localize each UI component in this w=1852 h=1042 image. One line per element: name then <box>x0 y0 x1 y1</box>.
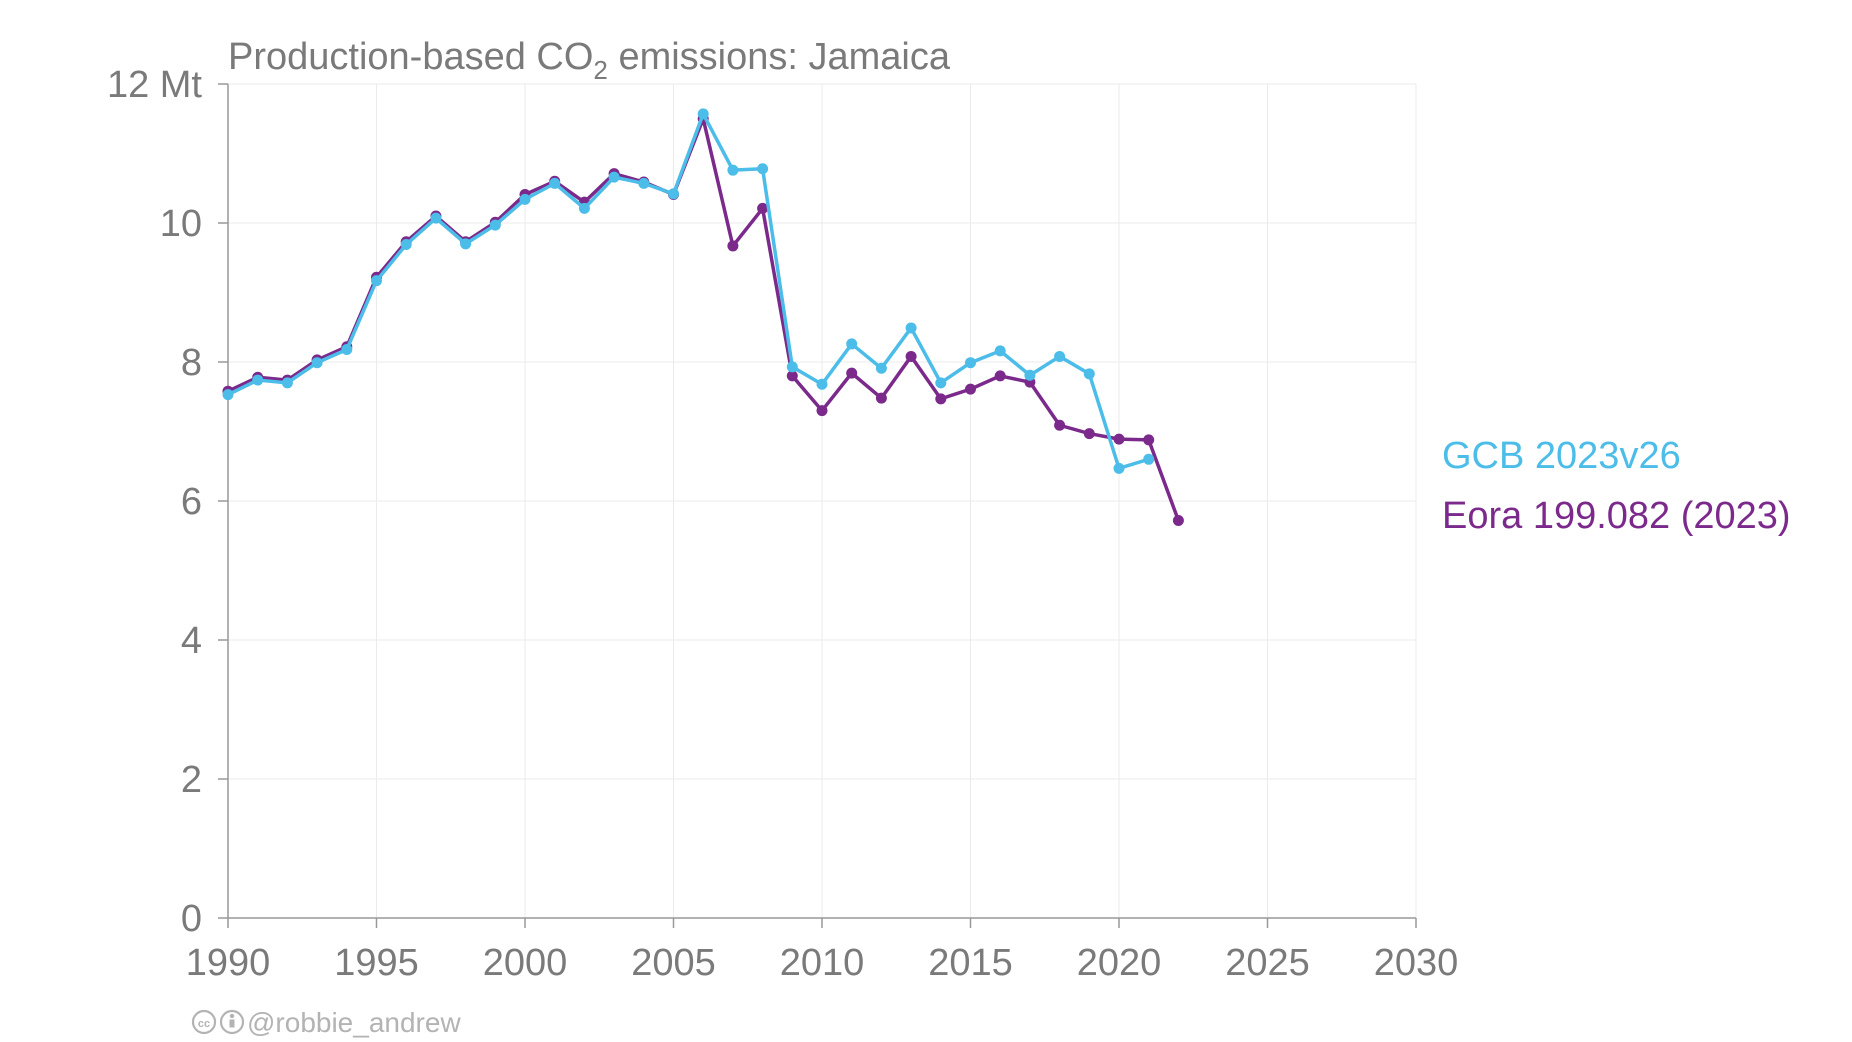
y-tick-label: 2 <box>181 759 202 801</box>
data-point <box>905 350 917 362</box>
data-point <box>786 370 798 382</box>
legend: GCB 2023v26 Eora 199.082 (2023) <box>1442 435 1791 537</box>
y-tick-label: 8 <box>181 342 202 384</box>
data-point <box>252 374 264 386</box>
y-tick-label: 12 Mt <box>107 64 202 106</box>
x-tick-label: 1995 <box>334 942 419 984</box>
data-point <box>727 164 739 176</box>
svg-text:cc: cc <box>198 1018 210 1030</box>
y-tick-label: 10 <box>160 203 202 245</box>
data-point <box>549 177 561 189</box>
x-tick-label: 2025 <box>1225 942 1310 984</box>
x-tick-label: 2020 <box>1077 942 1162 984</box>
data-point <box>1054 419 1066 431</box>
data-point <box>222 389 234 401</box>
data-point <box>816 405 828 417</box>
attribution-icon <box>219 1009 245 1035</box>
data-point <box>371 275 382 287</box>
data-point <box>1054 350 1066 362</box>
series-line <box>226 117 1181 523</box>
data-point <box>668 188 679 200</box>
data-point <box>460 238 472 250</box>
data-point <box>489 219 501 231</box>
data-point <box>697 108 709 120</box>
x-tick-label: 2015 <box>928 942 1013 984</box>
data-point <box>935 377 947 389</box>
data-point <box>757 163 769 175</box>
chart-title-text: Production-based CO2 emissions: Jamaica <box>228 36 951 85</box>
series <box>222 108 1184 526</box>
credit-handle: @robbie_andrew <box>247 1007 461 1038</box>
y-tick-label: 6 <box>181 481 202 523</box>
data-point <box>1113 433 1125 445</box>
data-point <box>1172 514 1184 526</box>
data-point <box>965 383 976 395</box>
series-1 <box>222 108 1155 474</box>
y-tick-label: 0 <box>181 898 202 940</box>
data-point <box>816 378 828 390</box>
x-tick-label: 2000 <box>483 942 568 984</box>
data-point <box>905 322 917 334</box>
data-point <box>786 361 798 373</box>
data-point <box>965 357 976 369</box>
data-point <box>1113 462 1125 474</box>
cc-icon: cc <box>191 1009 217 1035</box>
y-tick-label: 4 <box>181 620 202 662</box>
credit: cc @robbie_andrew <box>191 1007 461 1038</box>
data-point <box>1024 369 1036 381</box>
data-point <box>1143 453 1155 465</box>
data-point <box>608 171 620 183</box>
data-point <box>519 193 531 205</box>
series-line <box>226 112 1151 471</box>
x-tick-label: 1990 <box>186 942 271 984</box>
legend-entry: GCB 2023v26 <box>1442 435 1681 477</box>
data-point <box>341 343 353 355</box>
data-point <box>994 370 1006 382</box>
data-point <box>1083 368 1095 380</box>
x-tick-label: 2010 <box>780 942 865 984</box>
data-point <box>875 362 887 374</box>
x-tick-label: 2005 <box>631 942 716 984</box>
data-point <box>281 377 293 389</box>
chart-title: Production-based CO2 emissions: Jamaica <box>228 36 951 85</box>
data-point <box>311 357 323 369</box>
series-0 <box>222 113 1184 526</box>
data-point <box>994 345 1006 357</box>
data-point <box>638 177 650 189</box>
data-point <box>935 393 947 405</box>
data-point <box>1083 428 1095 440</box>
x-tick-label: 2030 <box>1374 942 1459 984</box>
data-point <box>400 239 412 251</box>
data-point <box>875 392 887 404</box>
data-point <box>578 202 590 214</box>
data-point <box>846 367 858 379</box>
data-point <box>1143 434 1155 446</box>
legend-entry: Eora 199.082 (2023) <box>1442 495 1791 537</box>
data-point <box>846 338 858 350</box>
grid-lines <box>228 83 1417 918</box>
axes: 1990 1995 2000 2005 2010 2015 2020 2025 2030 0 2 4 6… <box>107 64 1458 984</box>
data-point <box>430 212 442 224</box>
data-point <box>757 202 769 214</box>
data-point <box>727 240 739 252</box>
